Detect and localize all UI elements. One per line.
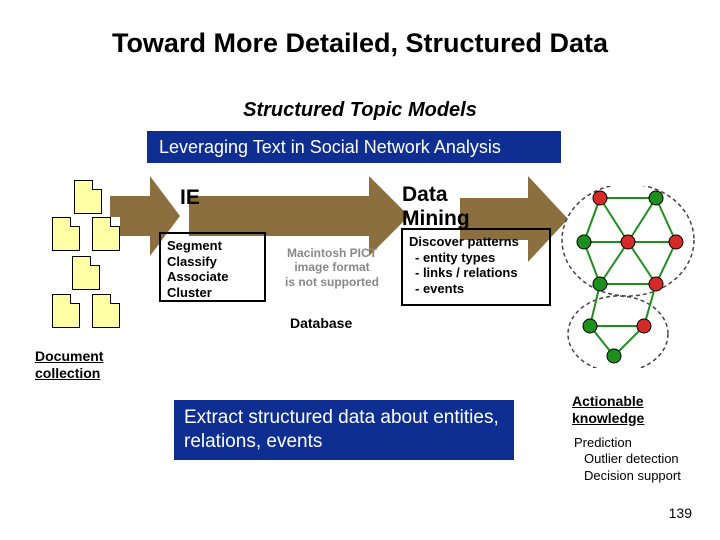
slide-subtitle: Structured Topic Models (0, 99, 720, 122)
data-mining-label: DataMining (402, 183, 470, 231)
banner-social-network: Leveraging Text in Social Network Analys… (147, 131, 561, 163)
document-icon (92, 294, 120, 328)
document-icon (52, 217, 80, 251)
prediction-list: PredictionOutlier detectionDecision supp… (574, 435, 681, 484)
page-number: 139 (669, 505, 692, 521)
document-icon (92, 217, 120, 251)
document-icon (74, 180, 102, 214)
slide-title: Toward More Detailed, Structured Data (0, 28, 720, 59)
document-icon (52, 294, 80, 328)
banner-extract: Extract structured data about entities, … (174, 400, 514, 460)
actionable-knowledge-label: Actionableknowledge (572, 393, 644, 427)
document-icon (72, 256, 100, 290)
database-label: Database (290, 315, 352, 331)
data-mining-box: Discover patterns- entity types- links /… (401, 228, 551, 306)
ie-label: IE (180, 186, 200, 210)
pict-placeholder: Macintosh PICTimage formatis not support… (277, 246, 387, 289)
document-collection-label: Documentcollection (35, 348, 103, 382)
ie-box: SegmentClassifyAssociateCluster (159, 232, 266, 302)
network-graph (556, 186, 708, 368)
